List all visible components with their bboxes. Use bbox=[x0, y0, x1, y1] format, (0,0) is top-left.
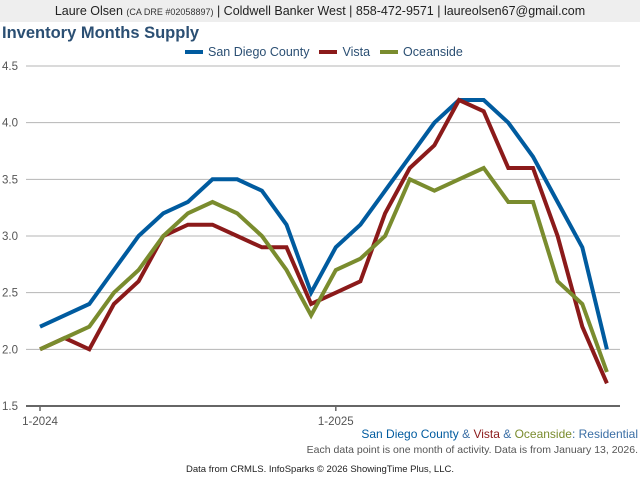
chart-legend: San Diego County Vista Oceanside bbox=[185, 45, 473, 59]
y-tick-label: 1.5 bbox=[2, 401, 18, 413]
legend-item-san-diego: San Diego County bbox=[185, 45, 309, 59]
series-line-san-diego-county bbox=[39, 98, 609, 350]
footer-separator: & bbox=[499, 427, 515, 441]
series-line-vista bbox=[39, 97, 609, 385]
x-axis: 1-2024 1-2025 bbox=[22, 405, 620, 428]
data-source-credit: Data from CRMLS. InfoSparks © 2026 Showi… bbox=[185, 464, 454, 475]
footer-series-oceanside: Oceanside bbox=[514, 427, 572, 441]
chart-title: Inventory Months Supply bbox=[2, 24, 200, 42]
series-line-oceanside bbox=[39, 165, 609, 373]
y-tick-label: 4.5 bbox=[2, 61, 18, 73]
x-tick-label: 1-2025 bbox=[318, 416, 354, 428]
y-tick-label: 2.0 bbox=[2, 344, 18, 356]
footer-property-type: : Residential bbox=[571, 427, 638, 441]
gridlines bbox=[26, 65, 620, 350]
x-tick-label: 1-2024 bbox=[22, 416, 58, 428]
legend-swatch-vista bbox=[319, 50, 338, 54]
data-note: Each data point is one month of activity… bbox=[306, 444, 638, 456]
agent-name: Laure Olsen bbox=[54, 4, 123, 18]
agent-contact-details: | Coldwell Banker West | 858-472-9571 | … bbox=[216, 4, 586, 18]
legend-label-vista: Vista bbox=[342, 45, 371, 59]
legend-swatch-san-diego bbox=[185, 50, 203, 54]
y-tick-label: 2.5 bbox=[2, 288, 18, 300]
series-description: San Diego County & Vista & Oceanside: Re… bbox=[361, 427, 638, 441]
footer-series-san-diego: San Diego County bbox=[361, 427, 459, 441]
footer-separator: & bbox=[458, 427, 474, 441]
series-lines bbox=[39, 97, 609, 385]
legend-item-oceanside: Oceanside bbox=[380, 45, 463, 59]
agent-contact-bar: Laure Olsen (CA DRE #02058897) | Coldwel… bbox=[0, 0, 640, 22]
y-axis-tick-labels: 4.5 4.0 3.5 3.0 2.5 2.0 1.5 bbox=[2, 61, 18, 413]
legend-item-vista: Vista bbox=[319, 45, 370, 59]
footer-series-vista: Vista bbox=[473, 427, 500, 441]
y-tick-label: 4.0 bbox=[2, 118, 18, 130]
legend-swatch-oceanside bbox=[380, 50, 399, 54]
y-tick-label: 3.0 bbox=[2, 231, 18, 243]
legend-label-oceanside: Oceanside bbox=[403, 45, 463, 59]
y-tick-label: 3.5 bbox=[2, 174, 18, 186]
legend-label-san-diego: San Diego County bbox=[208, 45, 310, 59]
agent-dre-number: (CA DRE #02058897) bbox=[126, 7, 214, 17]
